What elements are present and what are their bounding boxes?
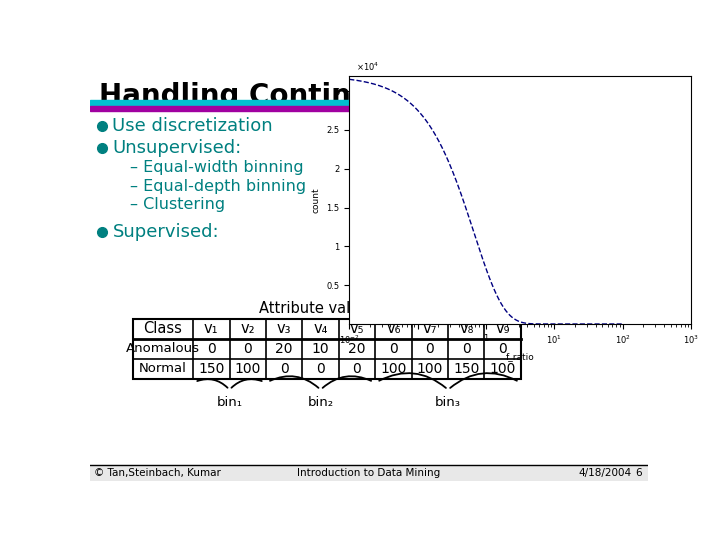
Text: Anomalous: Anomalous	[126, 342, 200, 355]
Text: v₆: v₆	[386, 321, 400, 336]
Bar	[90, 465, 648, 481]
Text: Introduction to Data Mining: Introduction to Data Mining	[297, 468, 441, 478]
Text: 100: 100	[235, 362, 261, 376]
Bar	[90, 100, 648, 106]
Text: 0: 0	[462, 342, 471, 356]
Text: – Equal-depth binning: – Equal-depth binning	[130, 179, 307, 194]
Text: Supervised:: Supervised:	[112, 223, 219, 241]
Text: 10: 10	[312, 342, 329, 356]
Text: v₁: v₁	[204, 321, 219, 336]
Text: bin₁: bin₁	[217, 396, 243, 409]
Text: Normal: Normal	[139, 362, 186, 375]
Text: v₉: v₉	[495, 321, 510, 336]
Text: v₃: v₃	[277, 321, 292, 336]
Text: 150: 150	[453, 362, 480, 376]
Text: 0: 0	[207, 342, 216, 356]
Text: Use discretization: Use discretization	[112, 117, 273, 136]
Text: 0: 0	[389, 342, 397, 356]
Text: 100: 100	[380, 362, 407, 376]
Text: v₄: v₄	[313, 321, 328, 336]
Text: 0: 0	[426, 342, 434, 356]
Y-axis label: count: count	[312, 187, 321, 213]
Text: 20: 20	[275, 342, 293, 356]
Text: 0: 0	[280, 362, 289, 376]
Text: v₂: v₂	[240, 321, 255, 336]
Bar	[132, 319, 521, 379]
Text: 100: 100	[417, 362, 443, 376]
Text: v₈: v₈	[459, 321, 474, 336]
Text: 150: 150	[198, 362, 225, 376]
Text: Class: Class	[143, 321, 182, 336]
Text: 20: 20	[348, 342, 366, 356]
X-axis label: f_ratio: f_ratio	[506, 352, 534, 361]
Text: © Tan,Steinbach, Kumar: © Tan,Steinbach, Kumar	[94, 468, 221, 478]
Text: 4/18/2004: 4/18/2004	[578, 468, 631, 478]
Text: – Equal-width binning: – Equal-width binning	[130, 160, 304, 175]
Text: 0: 0	[498, 342, 507, 356]
Text: Handling Continuous Attributes: Handling Continuous Attributes	[99, 82, 595, 110]
Text: v₅: v₅	[350, 321, 364, 336]
Text: – Clustering: – Clustering	[130, 198, 225, 212]
Text: 0: 0	[353, 362, 361, 376]
Text: $\times 10^4$: $\times 10^4$	[356, 60, 379, 73]
Text: bin₃: bin₃	[435, 396, 461, 409]
Bar	[90, 106, 648, 111]
Text: 6: 6	[635, 468, 642, 478]
Text: 0: 0	[243, 342, 252, 356]
Text: Attribute values, v: Attribute values, v	[259, 301, 395, 315]
Text: bin₂: bin₂	[307, 396, 333, 409]
Text: v₇: v₇	[423, 321, 437, 336]
Text: Unsupervised:: Unsupervised:	[112, 139, 242, 157]
Text: 0: 0	[316, 362, 325, 376]
Text: 100: 100	[490, 362, 516, 376]
